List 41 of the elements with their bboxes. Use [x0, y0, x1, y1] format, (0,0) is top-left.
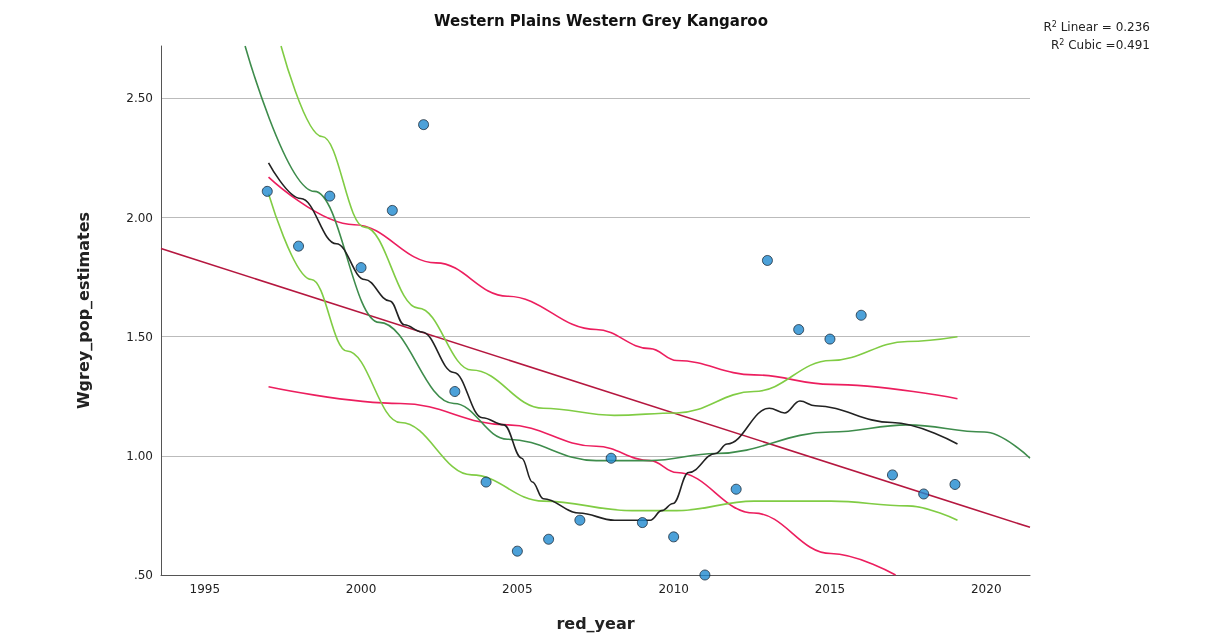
y-tick-label: .50 — [133, 568, 153, 582]
line-series — [267, 176, 959, 400]
point — [355, 262, 367, 274]
x-tick-label: 2010 — [658, 582, 689, 596]
point — [824, 333, 836, 345]
point — [605, 452, 617, 464]
point — [574, 514, 586, 526]
point — [668, 531, 680, 543]
point — [793, 324, 805, 336]
x-tick-label: 1995 — [189, 582, 221, 596]
point — [449, 386, 461, 398]
line-series — [244, 45, 1031, 462]
y-tick-label: 2.00 — [126, 210, 153, 225]
x-tick-label: 2005 — [502, 582, 533, 596]
point — [949, 478, 961, 490]
point — [480, 476, 492, 488]
y-axis-title: Wgrey_pop_estimates — [73, 211, 93, 410]
point — [918, 488, 930, 500]
point — [418, 119, 430, 131]
x-tick-label: 2015 — [814, 582, 846, 596]
line-series — [267, 385, 897, 576]
x-tick-label: 2020 — [970, 582, 1002, 596]
point — [855, 309, 867, 321]
point — [324, 190, 336, 202]
x-axis-title: red_year — [556, 613, 635, 633]
point — [543, 533, 555, 545]
point — [761, 254, 773, 266]
point — [636, 517, 648, 529]
point — [386, 204, 398, 216]
y-tick-label: 1.00 — [126, 448, 153, 463]
y-tick-label: 2.50 — [126, 91, 153, 106]
point — [699, 569, 711, 581]
line-series — [280, 45, 959, 417]
point — [886, 469, 898, 481]
point — [261, 185, 273, 197]
chart-title: Western Plains Western Grey Kangaroo — [434, 11, 768, 30]
point — [730, 483, 742, 495]
point — [293, 240, 305, 252]
y-tick-label: 1.50 — [126, 329, 153, 344]
x-tick-label: 2000 — [345, 582, 377, 596]
point — [511, 545, 523, 557]
